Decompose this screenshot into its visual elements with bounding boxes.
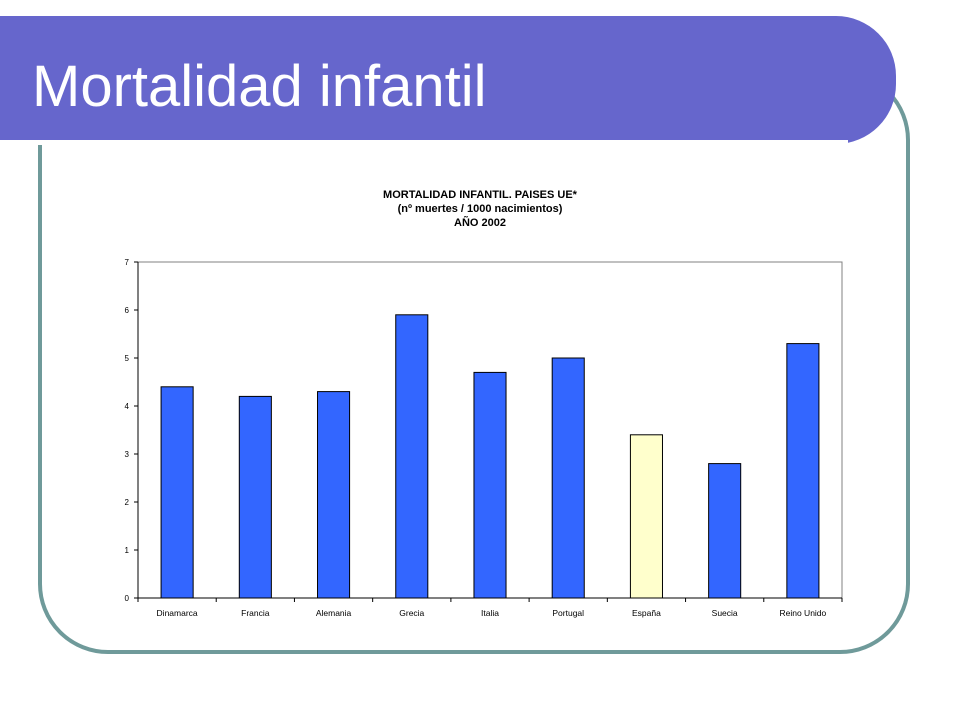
x-tick-label: España: [632, 608, 661, 618]
x-tick-label: Francia: [241, 608, 270, 618]
chart-title-line-1: MORTALIDAD INFANTIL. PAISES UE*: [383, 189, 577, 201]
bar-portugal: [551, 357, 585, 599]
chart-title: MORTALIDAD INFANTIL. PAISES UE* (nº muer…: [240, 188, 720, 230]
x-tick-label: Reino Unido: [779, 608, 826, 618]
y-tick-label: 1: [125, 546, 130, 555]
chart-title-line-3: AÑO 2002: [454, 217, 506, 229]
slide-title: Mortalidad infantil: [32, 54, 487, 119]
x-tick-label: Alemania: [316, 608, 352, 618]
title-bar: Mortalidad infantil: [0, 16, 896, 145]
title-underline: [0, 140, 848, 145]
bar-grecia: [395, 314, 429, 599]
bar-francia: [238, 395, 272, 599]
bar-alemania: [317, 391, 351, 599]
y-tick-label: 2: [125, 498, 130, 507]
x-tick-label: Dinamarca: [157, 608, 198, 618]
y-tick-label: 5: [125, 354, 130, 363]
bar-suecia: [708, 463, 742, 599]
y-tick-label: 4: [125, 402, 130, 411]
bar-italia: [473, 371, 507, 599]
x-tick-label: Suecia: [712, 608, 738, 618]
y-tick-label: 6: [125, 306, 130, 315]
bar-dinamarca: [160, 386, 194, 599]
bar-reino-unido: [786, 343, 820, 599]
x-tick-label: Portugal: [552, 608, 584, 618]
x-tick-label: Italia: [481, 608, 499, 618]
y-tick-label: 3: [125, 450, 130, 459]
bar-chart: 0 1 2 3 4 5 6 7 Dinamarca Francia Alemania Grecia It…: [125, 258, 843, 618]
y-tick-label: 0: [125, 594, 130, 603]
x-tick-label: Grecia: [399, 608, 424, 618]
bar-españa: [629, 434, 663, 599]
chart-title-line-2: (nº muertes / 1000 nacimientos): [397, 203, 563, 215]
y-tick-label: 7: [125, 258, 130, 267]
